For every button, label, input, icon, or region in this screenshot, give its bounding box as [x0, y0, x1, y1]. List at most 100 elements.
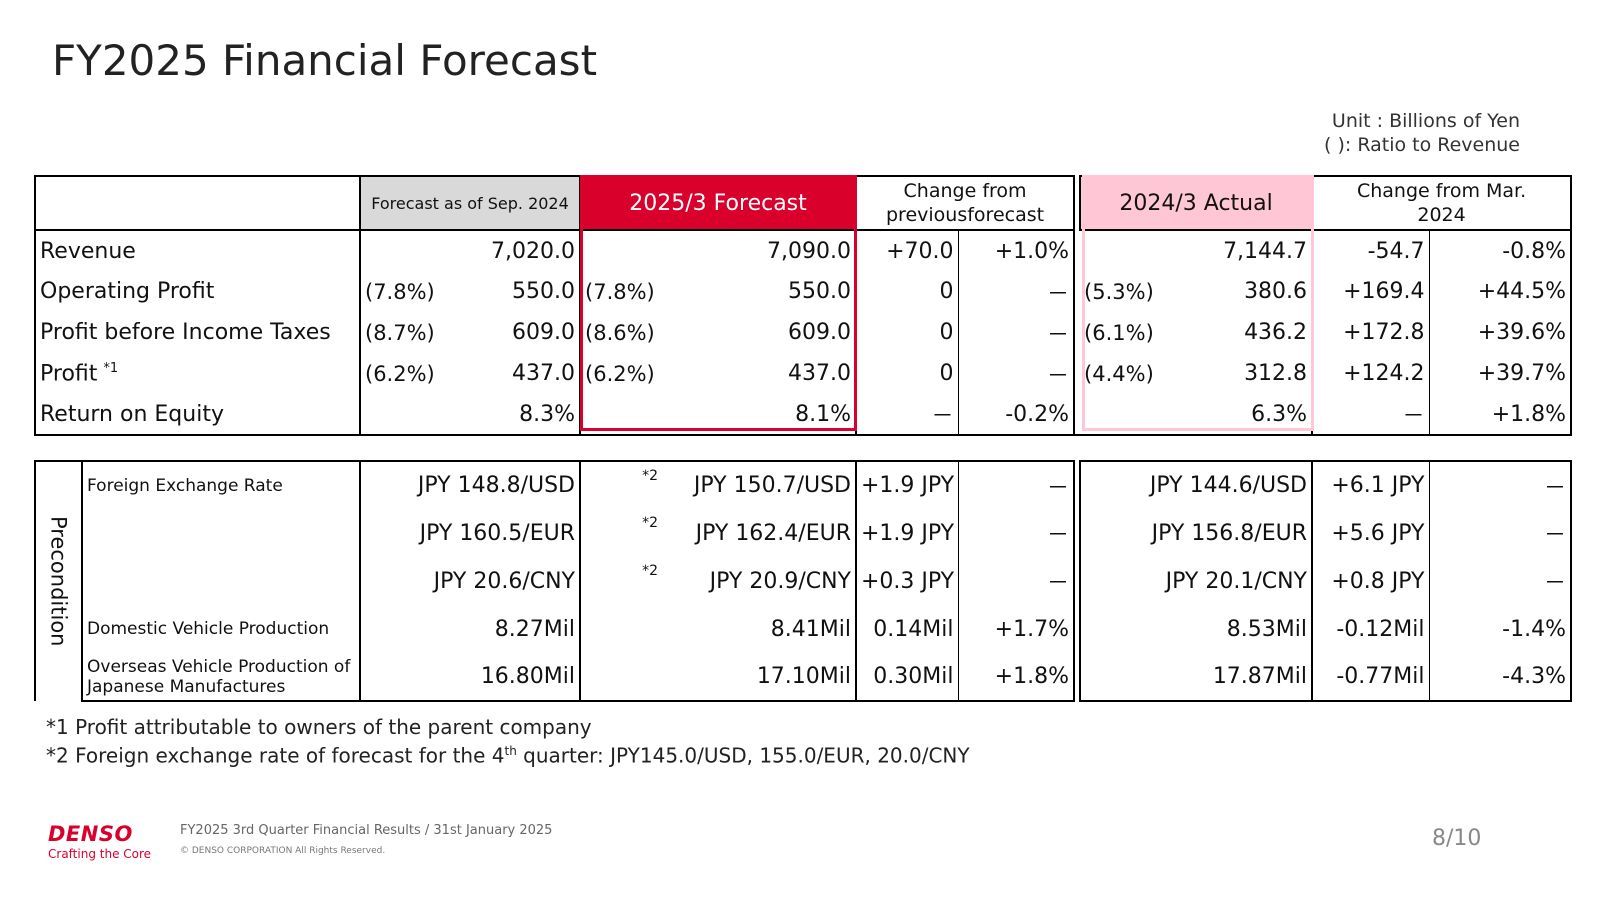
- footer-copyright: © DENSO CORPORATION All Rights Reserved.: [180, 846, 386, 856]
- page-number: 8/10: [1432, 826, 1482, 851]
- note-cell: *2: [580, 509, 662, 557]
- row-label: Profit *1: [34, 353, 361, 394]
- column-gap: [1074, 509, 1081, 557]
- column-gap: [1074, 461, 1081, 509]
- row-label-text: Profit before Income Taxes: [40, 320, 331, 345]
- change-mar-cell: －: [1312, 394, 1430, 436]
- column-gap: [1073, 230, 1081, 271]
- footnote-2: *2 Foreign exchange rate of forecast for…: [46, 739, 970, 768]
- column-gap: [1074, 653, 1081, 701]
- actual-value-cell: 8.53Mil: [1079, 605, 1313, 653]
- precondition-row: Overseas Vehicle Production of Japanese …: [35, 653, 1572, 702]
- financial-forecast-table: Forecast as of Sep. 2024 2025/3 Forecast…: [34, 175, 1573, 436]
- row-label: Return on Equity: [34, 394, 361, 436]
- row-label-text: Return on Equity: [40, 401, 224, 427]
- sep-value-cell: 16.80Mil: [360, 653, 581, 702]
- forecast-value-cell: 8.1%: [656, 394, 858, 436]
- column-gap: [1073, 312, 1081, 353]
- header-change-prev: Change from previousforecast: [855, 175, 1076, 231]
- sep-value-cell: 437.0: [436, 353, 582, 394]
- change-prev-cell: +1.9 JPY: [856, 509, 959, 557]
- forecast-ratio-cell: (6.2%): [585, 361, 655, 386]
- forecast-value-cell: 17.10Mil: [662, 653, 857, 702]
- change-prev-pct-cell: +1.0%: [958, 230, 1076, 271]
- change-prev-cell: 0: [856, 312, 959, 353]
- change-mar-pct-cell: －: [1429, 557, 1572, 605]
- sep-value-cell: JPY 20.6/CNY: [360, 557, 581, 605]
- header-change-mar-line1: Change from Mar.: [1356, 180, 1527, 202]
- change-prev-pct-cell: +1.7%: [958, 605, 1075, 653]
- footnote-2-text: *2 Foreign exchange rate of forecast for…: [46, 743, 505, 768]
- sep-ratio-cell: (7.8%): [365, 279, 435, 304]
- actual-value-cell: JPY 20.1/CNY: [1079, 557, 1313, 605]
- change-prev-pct-cell: －: [958, 509, 1075, 557]
- actual-ratio-cell: [1080, 230, 1158, 271]
- change-mar-pct-cell: +1.8%: [1429, 394, 1573, 436]
- forecast-value-cell: 550.0: [656, 271, 858, 312]
- actual-value-cell: 17.87Mil: [1079, 653, 1313, 702]
- change-mar-pct-cell: +44.5%: [1429, 271, 1573, 312]
- header-change-prev-line2: previousforecast: [886, 204, 1045, 226]
- sep-ratio-cell: (8.7%): [365, 320, 435, 345]
- brand-name: DENSO: [48, 822, 133, 846]
- precondition-item-label: Domestic Vehicle Production: [82, 605, 361, 653]
- change-mar-cell: +172.8: [1312, 312, 1430, 353]
- row-label-text: Operating Profit: [40, 279, 215, 304]
- column-gap: [1073, 176, 1082, 230]
- column-gap: [1073, 394, 1081, 436]
- table-row: Operating Profit (7.8%) 550.0 (7.8%) 550.0 0 －…: [34, 271, 1573, 312]
- brand-tagline: Crafting the Core: [48, 847, 152, 861]
- change-prev-pct-cell: -0.2%: [958, 394, 1076, 436]
- forecast-ratio-cell: [580, 394, 657, 436]
- change-mar-cell: -0.12Mil: [1312, 605, 1430, 653]
- sep-value-cell: 8.3%: [436, 394, 582, 436]
- column-gap: [1074, 605, 1081, 653]
- change-mar-cell: +6.1 JPY: [1312, 460, 1430, 509]
- header-change-mar-line2: 2024: [1417, 204, 1466, 226]
- table-row: Revenue 7,020.0 7,090.0 +70.0 +1.0% 7,144.7 -5…: [34, 230, 1573, 271]
- row-label: Revenue: [34, 230, 361, 271]
- change-prev-cell: +0.3 JPY: [856, 557, 959, 605]
- precondition-item-label: Overseas Vehicle Production of Japanese …: [82, 653, 361, 702]
- forecast-value-cell: 609.0: [656, 312, 858, 353]
- ratio-note: ( ): Ratio to Revenue: [1324, 134, 1520, 156]
- precondition-row: Precondition Foreign Exchange Rate JPY 148…: [34, 460, 1572, 701]
- table-row: Profit *1 (6.2%) 437.0 (6.2%) 437.0 0 － (4.4%) 31…: [34, 353, 1573, 394]
- change-mar-pct-cell: －: [1429, 460, 1572, 509]
- sep-value-cell: 7,020.0: [436, 230, 582, 271]
- change-mar-cell: +124.2: [1312, 353, 1430, 394]
- change-prev-cell: +70.0: [856, 230, 959, 271]
- change-mar-pct-cell: +39.7%: [1429, 353, 1573, 394]
- precondition-row: JPY 160.5/EUR *2 JPY 162.4/EUR +1.9 JPY － JPY…: [35, 509, 1572, 557]
- footnote-2-sup: th: [504, 744, 517, 758]
- note-cell: [580, 653, 662, 702]
- denso-logo: DENSO Crafting the Core: [48, 822, 151, 861]
- actual-value-cell: JPY 156.8/EUR: [1079, 509, 1313, 557]
- forecast-value-cell: 7,090.0: [656, 230, 858, 271]
- forecast-value-cell: JPY 20.9/CNY: [662, 557, 857, 605]
- change-mar-pct-cell: -1.4%: [1429, 605, 1572, 653]
- change-mar-pct-cell: -4.3%: [1429, 653, 1572, 702]
- change-mar-pct-cell: -0.8%: [1429, 230, 1573, 271]
- table-row: Return on Equity 8.3% 8.1% － -0.2% 6.3% － +1.8%: [34, 394, 1573, 436]
- row-label: Profit before Income Taxes: [34, 312, 361, 353]
- sep-value-cell: JPY 148.8/USD: [360, 460, 581, 509]
- note-cell: [580, 605, 662, 653]
- footer-doc-title: FY2025 3rd Quarter Financial Results / 3…: [180, 823, 553, 838]
- sep-ratio-cell: [360, 394, 436, 436]
- change-mar-pct-cell: +39.6%: [1429, 312, 1573, 353]
- unit-note: Unit : Billions of Yen: [1331, 110, 1520, 132]
- precondition-item-label: [82, 557, 361, 605]
- forecast-value-cell: JPY 162.4/EUR: [662, 509, 857, 557]
- footnotes: *1 Profit attributable to owners of the …: [46, 715, 970, 768]
- header-blank: [34, 175, 361, 231]
- change-prev-pct-cell: －: [958, 271, 1076, 312]
- change-mar-cell: +5.6 JPY: [1312, 509, 1430, 557]
- sep-value-cell: 550.0: [436, 271, 582, 312]
- precondition-row: JPY 20.6/CNY *2 JPY 20.9/CNY +0.3 JPY － JPY 2…: [35, 557, 1572, 605]
- change-mar-cell: -0.77Mil: [1312, 653, 1430, 702]
- sep-value-cell: JPY 160.5/EUR: [360, 509, 581, 557]
- page-title: FY2025 Financial Forecast: [52, 36, 598, 85]
- actual-ratio-cell: (6.1%): [1084, 320, 1154, 345]
- actual-value-cell: 436.2: [1158, 312, 1314, 353]
